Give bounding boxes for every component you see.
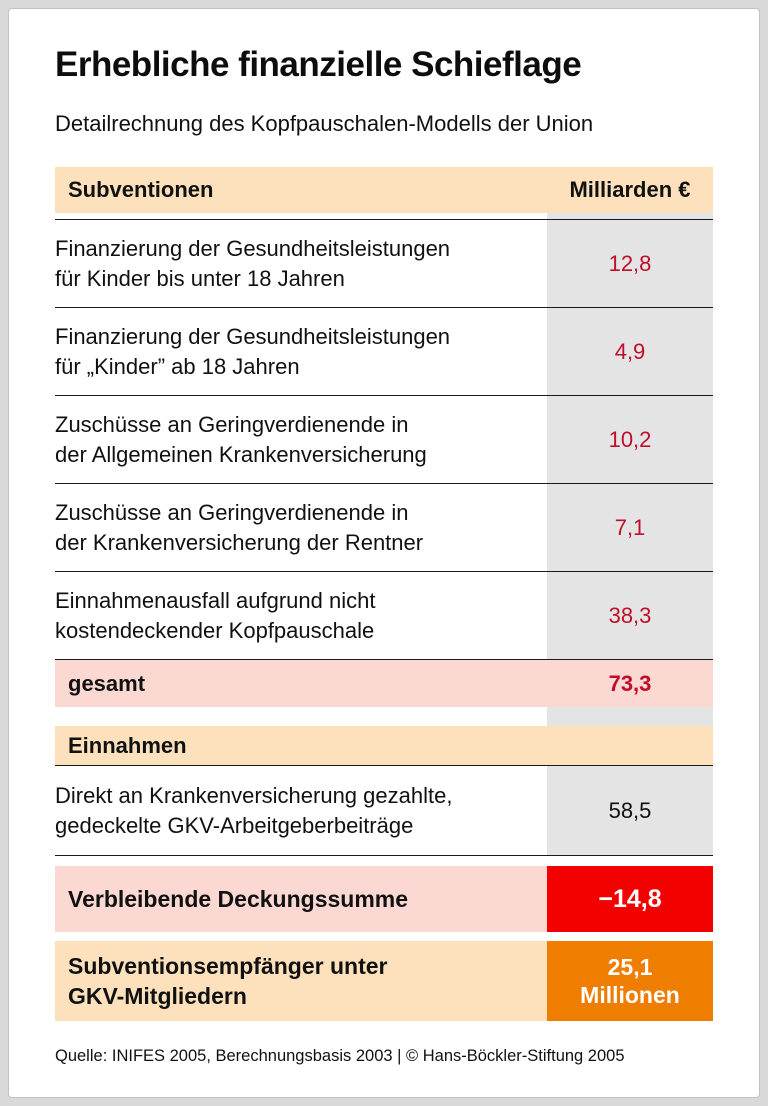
value-column-strip: [547, 707, 713, 726]
total-value: 73,3: [608, 670, 652, 696]
table-row: Zuschüsse an Geringverdienende in der Al…: [55, 395, 713, 483]
row-label: Einnahmenausfall aufgrund nicht kostende…: [55, 587, 376, 643]
row-label: Direkt an Krankenversicherung gezahlte, …: [55, 782, 453, 838]
row-value: 38,3: [547, 572, 713, 659]
table-row: Einnahmenausfall aufgrund nicht kostende…: [55, 571, 713, 659]
table-row: Direkt an Krankenversicherung gezahlte, …: [55, 766, 713, 856]
table-row: Finanzierung der Gesundheitsleistungen f…: [55, 219, 713, 307]
row-label: Zuschüsse an Geringverdienende in der Kr…: [55, 499, 424, 555]
total-row: gesamt 73,3: [55, 659, 713, 707]
page-subtitle: Detailrechnung des Kopfpauschalen-Modell…: [55, 111, 594, 136]
recipients-value-badge: 25,1 Millionen: [547, 941, 713, 1021]
spacer-strip: [55, 707, 713, 726]
infographic-card: Erhebliche finanzielle Schieflage Detail…: [8, 8, 760, 1098]
source-note: Quelle: INIFES 2005, Berechnungsbasis 20…: [55, 1047, 625, 1065]
total-label: gesamt: [68, 670, 146, 696]
row-value: 4,9: [547, 308, 713, 395]
row-value: 7,1: [547, 484, 713, 571]
recipients-row: Subventionsempfänger unter GKV-Mitgliede…: [55, 941, 713, 1021]
row-label: Finanzierung der Gesundheitsleistungen f…: [55, 323, 451, 379]
balance-row: Verbleibende Deckungssumme −14,8: [55, 866, 713, 932]
balance-label: Verbleibende Deckungssumme: [55, 866, 547, 932]
section-header-einnahmen: Einnahmen: [55, 726, 713, 766]
column-header-unit: Milliarden €: [569, 177, 691, 202]
data-table: Subventionen Milliarden € Finanzierung d…: [55, 167, 713, 1021]
value-column-strip: [547, 213, 713, 219]
spacer: [55, 213, 547, 219]
column-header-subventionen: Subventionen: [68, 177, 214, 202]
row-value: 10,2: [547, 396, 713, 483]
table-row: Zuschüsse an Geringverdienende in der Kr…: [55, 483, 713, 571]
balance-value-badge: −14,8: [547, 866, 713, 932]
row-value: 58,5: [547, 766, 713, 855]
row-label: Finanzierung der Gesundheitsleistungen f…: [55, 235, 451, 291]
table-row: Finanzierung der Gesundheitsleistungen f…: [55, 307, 713, 395]
row-label: Zuschüsse an Geringverdienende in der Al…: [55, 411, 427, 467]
row-value: 12,8: [547, 220, 713, 307]
spacer: [55, 707, 547, 726]
spacer-strip: [55, 213, 713, 219]
page-title: Erhebliche finanzielle Schieflage: [55, 45, 582, 84]
section-header-label: Einnahmen: [68, 732, 187, 758]
recipients-label: Subventionsempfänger unter GKV-Mitgliede…: [55, 941, 547, 1021]
table-header-row: Subventionen Milliarden €: [55, 167, 713, 213]
